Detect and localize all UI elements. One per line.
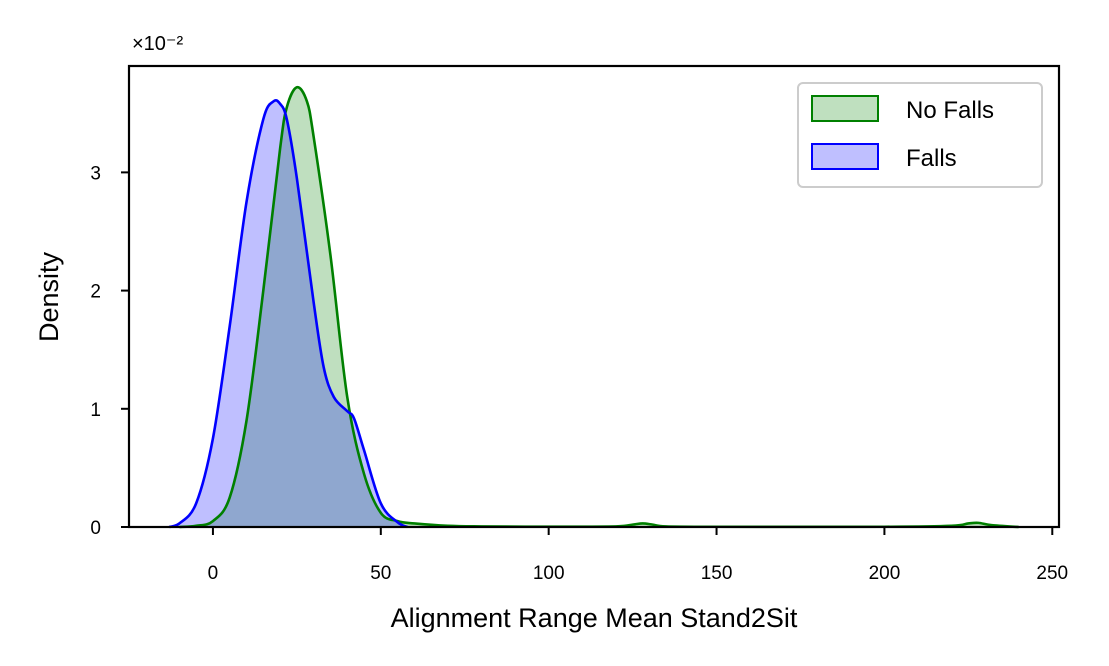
legend-label-falls: Falls — [906, 145, 957, 172]
y-tick-label: 0 — [90, 518, 101, 539]
density-line-falls — [168, 99, 409, 529]
density-area-falls — [169, 100, 408, 528]
legend-swatch-no-falls — [811, 95, 879, 122]
legend-label-no-falls: No Falls — [906, 97, 994, 124]
x-axis: 0 50 100 150 200 250 — [208, 527, 1068, 584]
legend: No Falls Falls — [797, 82, 1043, 188]
plot-frame — [127, 64, 1061, 529]
y-axis-label: Density — [34, 251, 64, 342]
y-tick-label: 2 — [90, 282, 101, 303]
y-tick-label: 3 — [90, 163, 101, 184]
x-tick-label: 100 — [533, 563, 565, 584]
x-tick-label: 150 — [701, 563, 733, 584]
y-offset-label: ×10⁻² — [132, 33, 183, 55]
density-area-no-falls — [179, 87, 1019, 528]
plot-fills — [169, 87, 1019, 528]
x-tick-label: 0 — [208, 563, 219, 584]
x-tick-label: 50 — [370, 563, 391, 584]
y-tick-label: 1 — [90, 400, 101, 421]
x-tick-label: 200 — [869, 563, 901, 584]
x-axis-label: Alignment Range Mean Stand2Sit — [391, 603, 798, 633]
y-axis: 0 1 2 3 — [90, 163, 129, 539]
legend-swatch-falls — [811, 143, 879, 170]
x-tick-label: 250 — [1036, 563, 1068, 584]
